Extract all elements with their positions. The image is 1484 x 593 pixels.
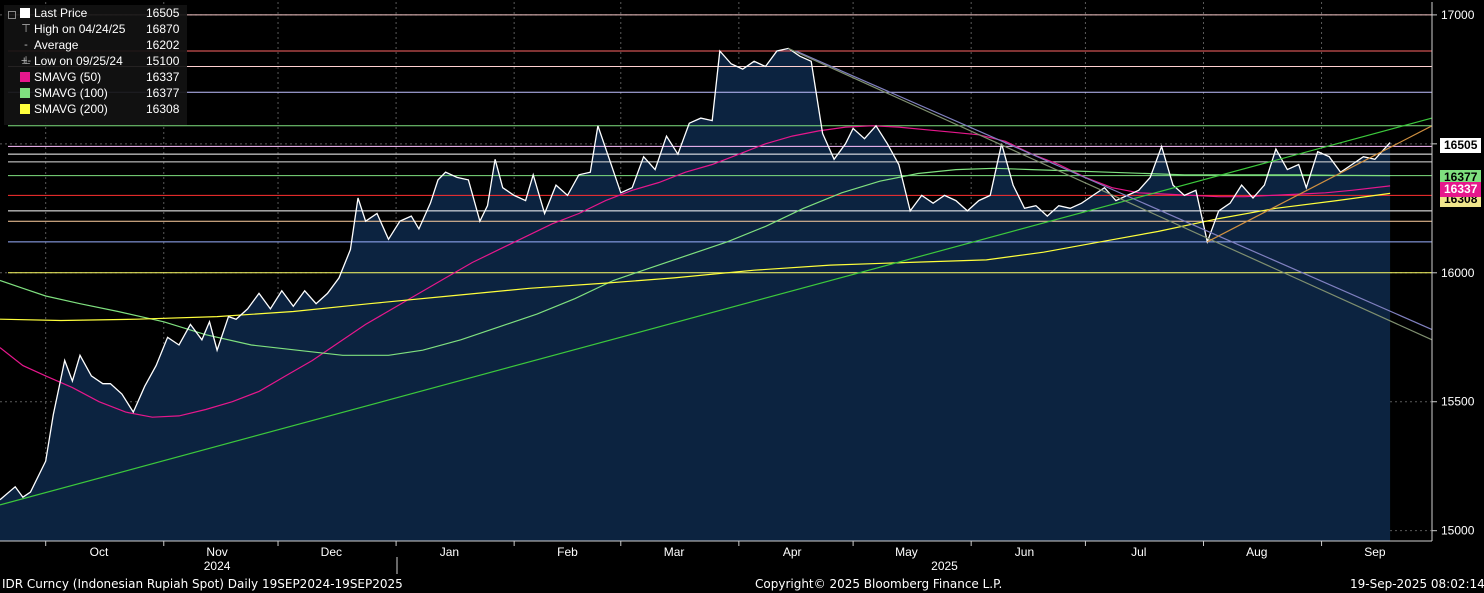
trend-line bbox=[0, 117, 1433, 506]
legend-label: SMAVG (200) bbox=[34, 102, 108, 116]
trend-line bbox=[788, 47, 1433, 341]
legend-item[interactable]: Last Price 16505 bbox=[4, 5, 187, 21]
legend-label: High on 04/24/25 bbox=[34, 22, 126, 36]
smavg-200--line bbox=[0, 192, 1391, 322]
y-tick-label: 15000 bbox=[1441, 524, 1475, 538]
legend-item[interactable]: ⊥ Low on 09/25/24 15100 bbox=[4, 53, 187, 69]
legend-value: 16337 bbox=[146, 70, 180, 84]
trend-line bbox=[1207, 125, 1433, 243]
legend-label: SMAVG (100) bbox=[34, 86, 108, 100]
footer-copyright: Copyright© 2025 Bloomberg Finance L.P. bbox=[755, 577, 1003, 591]
legend-item[interactable]: SMAVG (200) 16308 bbox=[4, 101, 187, 117]
x-tick-label: Dec bbox=[321, 545, 342, 559]
legend-item[interactable]: ⊤ High on 04/24/25 16870 bbox=[4, 21, 187, 37]
x-tick-label: Jun bbox=[1015, 545, 1034, 559]
axes bbox=[0, 2, 1437, 574]
smavg-50--line bbox=[0, 125, 1391, 418]
legend-swatch bbox=[20, 8, 30, 18]
footer-security: IDR Curncy (Indonesian Rupiah Spot) Dail… bbox=[2, 577, 403, 591]
legend-value: 16202 bbox=[146, 38, 180, 52]
price-area bbox=[0, 48, 1391, 542]
legend-collapse-icon[interactable] bbox=[8, 11, 16, 19]
legend-label: SMAVG (50) bbox=[34, 70, 102, 84]
legend-item[interactable]: -+- Average 16202 bbox=[4, 37, 187, 67]
x-tick-label: Aug bbox=[1246, 545, 1267, 559]
last-price-line bbox=[0, 47, 1391, 501]
x-tick-label: Sep bbox=[1364, 545, 1386, 559]
trend-line bbox=[795, 50, 1433, 331]
legend-item[interactable]: SMAVG (100) 16377 bbox=[4, 85, 187, 101]
tick-labels: 1500015500160001650017000OctNovDecJanFeb… bbox=[90, 8, 1475, 573]
x-tick-label: Mar bbox=[664, 545, 685, 559]
price-area-fill bbox=[0, 48, 1391, 542]
price-tag: 16337 bbox=[1440, 182, 1482, 197]
x-tick-label: May bbox=[895, 545, 918, 559]
avg-marker-icon: -+- bbox=[20, 39, 32, 67]
legend-value: 16870 bbox=[146, 22, 180, 36]
series-lines bbox=[0, 47, 1391, 501]
x-tick-label: Nov bbox=[206, 545, 227, 559]
legend-swatch bbox=[20, 104, 30, 114]
x-tick-label: Oct bbox=[90, 545, 109, 559]
x-year-label: 2024 bbox=[204, 559, 231, 573]
price-tag: 16505 bbox=[1440, 138, 1482, 153]
low-marker-icon: ⊥ bbox=[21, 55, 31, 67]
legend-value: 16308 bbox=[146, 102, 180, 116]
legend-swatch bbox=[20, 72, 30, 82]
trend-lines bbox=[0, 47, 1433, 506]
legend-value: 15100 bbox=[146, 54, 180, 68]
x-tick-label: Feb bbox=[557, 545, 578, 559]
high-marker-icon: ⊤ bbox=[21, 23, 31, 35]
y-tick-label: 16000 bbox=[1441, 266, 1475, 280]
y-tick-label: 17000 bbox=[1441, 8, 1475, 22]
smavg-100--line bbox=[0, 167, 1391, 356]
footer-timestamp: 19-Sep-2025 08:02:14 bbox=[1350, 577, 1484, 591]
legend: Last Price 16505 ⊤ High on 04/24/25 16870 -+-… bbox=[4, 5, 187, 125]
x-tick-label: Jan bbox=[440, 545, 459, 559]
legend-value: 16505 bbox=[146, 6, 180, 20]
horizontal-levels bbox=[8, 14, 1432, 274]
legend-label: Low on 09/25/24 bbox=[34, 54, 123, 68]
legend-label: Average bbox=[34, 38, 79, 52]
y-tick-label: 15500 bbox=[1441, 395, 1475, 409]
x-tick-label: Apr bbox=[783, 545, 802, 559]
legend-item[interactable]: SMAVG (50) 16337 bbox=[4, 69, 187, 85]
x-year-label: 2025 bbox=[931, 559, 958, 573]
legend-label: Last Price bbox=[34, 6, 88, 20]
x-tick-label: Jul bbox=[1131, 545, 1146, 559]
legend-value: 16377 bbox=[146, 86, 180, 100]
price-tag: 16377 bbox=[1440, 170, 1482, 185]
legend-swatch bbox=[20, 88, 30, 98]
